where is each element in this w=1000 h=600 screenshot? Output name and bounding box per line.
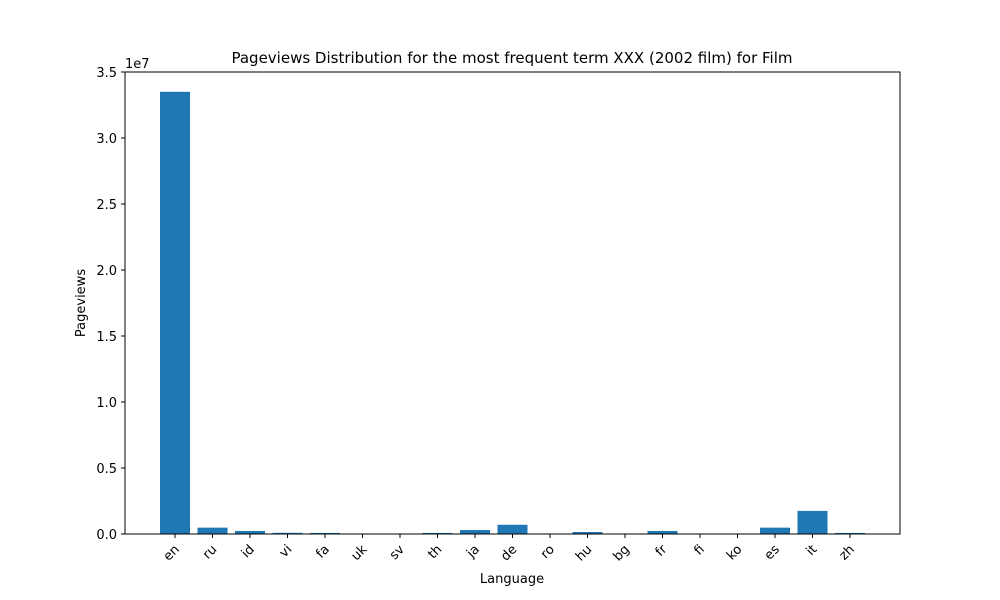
x-tick-label-hu: hu: [573, 542, 595, 564]
x-tick-label-bg: bg: [611, 542, 633, 564]
bar-zh: [835, 532, 865, 534]
x-tick-label-fr: fr: [653, 542, 671, 560]
y-tick-label: 0.0: [96, 528, 117, 543]
x-tick-label-ru: ru: [200, 542, 220, 562]
bar-ja: [460, 530, 490, 534]
x-tick-label-uk: uk: [349, 542, 371, 564]
y-tick-label: 0.5: [96, 462, 117, 477]
bar-fa: [310, 532, 340, 534]
y-axis-label: Pageviews: [74, 269, 89, 337]
y-tick-label: 1.0: [96, 396, 117, 411]
x-axis-label: Language: [480, 572, 544, 587]
x-tick-label-id: id: [239, 542, 258, 561]
y-axis-offset-label: 1e7: [125, 57, 150, 72]
x-tick-label-it: it: [804, 542, 821, 559]
bar-de: [497, 524, 528, 534]
x-tick-label-ro: ro: [538, 542, 558, 562]
y-tick-label: 2.0: [96, 264, 117, 279]
bar-hu: [572, 532, 603, 534]
x-tick-label-th: th: [425, 542, 445, 562]
x-tick-label-en: en: [161, 542, 183, 564]
x-tick-label-de: de: [498, 542, 520, 564]
x-tick-label-zh: zh: [837, 542, 858, 563]
bar-id: [235, 530, 265, 534]
bar-fr: [647, 530, 678, 534]
x-tick-label-vi: vi: [277, 542, 296, 561]
x-tick-label-ko: ko: [724, 542, 745, 563]
bar-it: [797, 510, 828, 534]
plot-frame: [124, 71, 901, 535]
bar-en: [160, 91, 190, 535]
y-tick-label: 3.5: [96, 66, 117, 81]
bar-vi: [272, 532, 303, 534]
x-tick-label-ja: ja: [463, 542, 483, 562]
x-axis-ticks: en ru id vi fa uk sv th ja de ro hu bg fr fi ko es it zh: [161, 534, 858, 565]
y-tick-label: 1.5: [96, 330, 117, 345]
x-tick-label-fa: fa: [313, 542, 332, 561]
bars-group: [160, 91, 865, 535]
y-tick-label: 3.0: [96, 132, 117, 147]
y-tick-label: 2.5: [96, 198, 117, 213]
x-tick-label-fi: fi: [691, 542, 707, 558]
y-axis-ticks: 0.0 0.5 1.0 1.5 2.0 2.5 3.0 3.5: [96, 66, 125, 543]
bar-es: [760, 527, 790, 534]
x-tick-label-sv: sv: [387, 542, 408, 563]
x-tick-label-es: es: [762, 542, 783, 563]
chart-title: Pageviews Distribution for the most freq…: [231, 49, 792, 67]
bar-th: [422, 532, 453, 534]
bar-ru: [197, 527, 228, 534]
